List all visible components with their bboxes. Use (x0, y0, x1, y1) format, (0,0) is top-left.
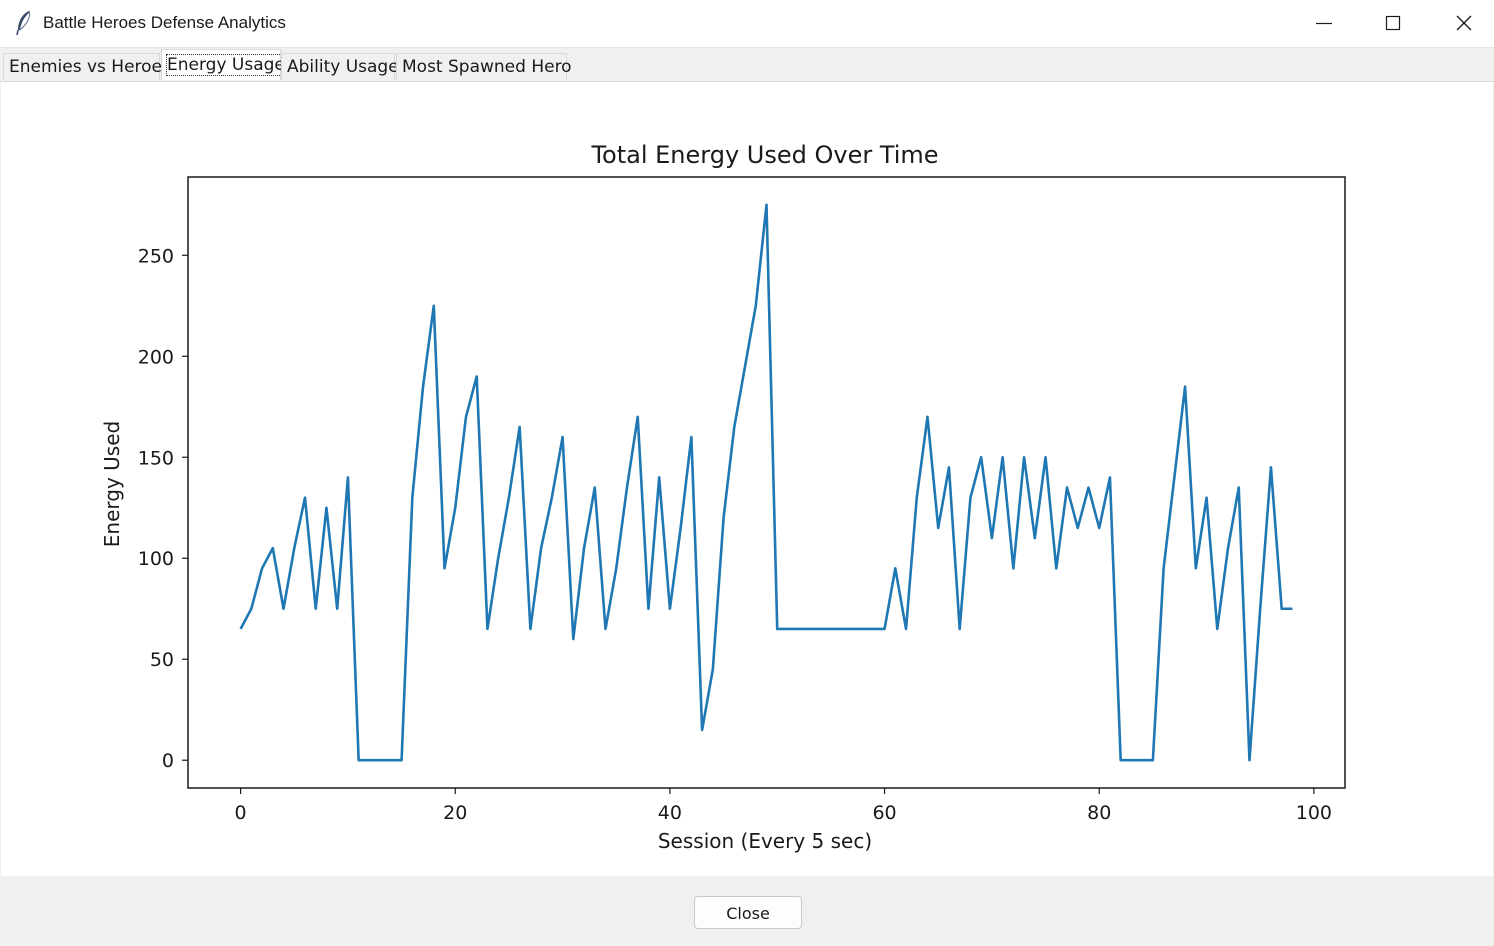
tab-bar: Enemies vs Heroes Energy Usage Ability U… (0, 48, 1494, 82)
plot-area-frame (187, 176, 1346, 789)
x-tick-label: 100 (1296, 802, 1332, 824)
maximize-icon (1385, 15, 1401, 31)
y-tick-label: 250 (138, 245, 174, 267)
y-tick-label: 150 (138, 447, 174, 469)
y-tick-label: 200 (138, 346, 174, 368)
x-tick-label: 20 (443, 802, 467, 824)
y-tick-label: 100 (138, 548, 174, 570)
y-tick-label: 0 (162, 750, 174, 772)
y-tick-label: 50 (150, 649, 174, 671)
x-tick-label: 40 (658, 802, 682, 824)
tab-ability-usage[interactable]: Ability Usage (281, 53, 399, 80)
minimize-button[interactable] (1290, 0, 1358, 47)
tab-label: Ability Usage (287, 57, 399, 77)
tab-label: Enemies vs Heroes (9, 57, 171, 77)
minimize-icon (1316, 22, 1332, 25)
x-axis-label: Session (Every 5 sec) (658, 829, 872, 853)
tab-energy-usage[interactable]: Energy Usage (161, 49, 286, 80)
axis-ticks: 0 20 40 60 80 100 0 50 100 150 200 250 (138, 245, 1332, 824)
close-button[interactable]: Close (694, 896, 802, 929)
maximize-button[interactable] (1359, 0, 1427, 47)
y-axis-label: Energy Used (100, 421, 124, 547)
series-line (239, 203, 1293, 762)
close-icon (1456, 15, 1472, 31)
energy-line-chart: Total Energy Used Over Time Session (Eve… (100, 141, 1346, 853)
tab-label: Energy Usage (166, 54, 286, 76)
feather-icon (14, 10, 34, 36)
tab-label: Most Spawned Hero (402, 57, 572, 77)
tab-enemies-vs-heroes[interactable]: Enemies vs Heroes (3, 53, 171, 80)
tab-most-spawned-hero[interactable]: Most Spawned Hero (396, 53, 572, 80)
title-bar: Battle Heroes Defense Analytics (0, 0, 1494, 48)
chart-title: Total Energy Used Over Time (590, 141, 938, 169)
x-tick-label: 0 (235, 802, 247, 824)
window-title: Battle Heroes Defense Analytics (43, 13, 286, 32)
chart-panel: Total Energy Used Over Time Session (Eve… (1, 82, 1493, 876)
x-tick-label: 80 (1087, 802, 1111, 824)
close-window-button[interactable] (1430, 0, 1494, 47)
x-tick-label: 60 (872, 802, 896, 824)
